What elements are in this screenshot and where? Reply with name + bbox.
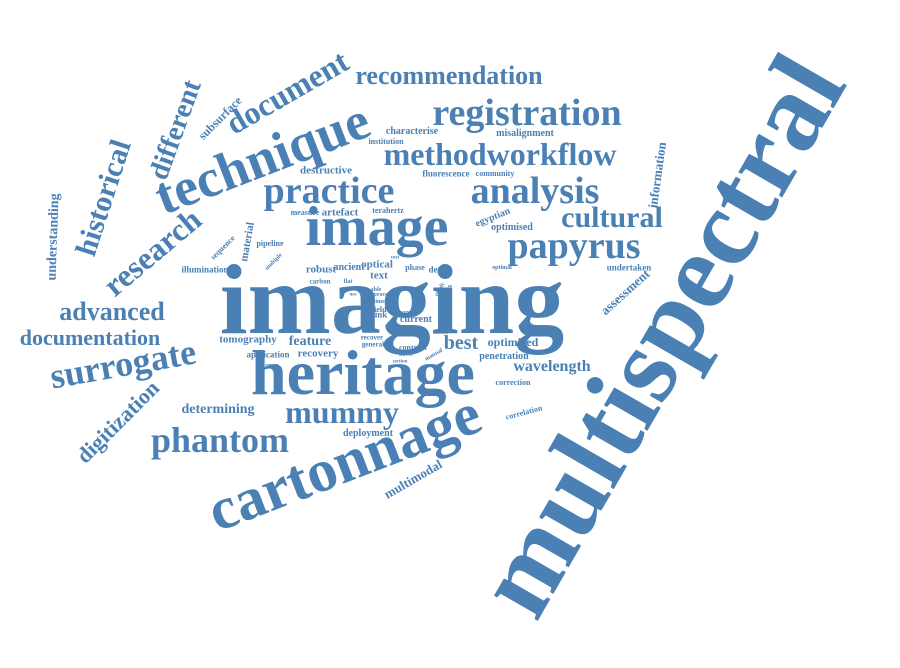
word-deployment: deployment	[343, 428, 393, 439]
word-tomography: tomography	[219, 333, 277, 346]
word-papyrus: papyrus	[507, 225, 641, 267]
word-robust: robust	[305, 263, 337, 276]
word-information: information	[644, 141, 670, 209]
word-ancient: ancient	[333, 262, 365, 273]
word-general: general	[361, 340, 385, 349]
word-pipeline: pipeline	[256, 239, 284, 248]
word-ink: ink	[374, 309, 388, 320]
word-recover: recover	[360, 333, 384, 342]
word-imaging: imaging	[219, 244, 565, 355]
word-correlation: correlation	[504, 403, 544, 422]
word-registration: registration	[432, 92, 622, 134]
word-institution: institution	[368, 137, 404, 146]
word-sector: sector	[433, 330, 449, 336]
word-destructive: destructive	[300, 164, 352, 177]
word-flat: flat	[343, 279, 353, 285]
word-change: change	[257, 361, 279, 370]
word-optimized: optimized	[487, 335, 539, 349]
word-terahertz: terahertz	[372, 206, 404, 215]
word-field: field	[371, 305, 387, 314]
word-heritage: heritage	[251, 337, 475, 408]
word-wavelength: wavelength	[513, 358, 591, 375]
word-current: current	[399, 314, 433, 325]
word-time: time	[373, 299, 385, 305]
word-methodworkflow: methodworkflow	[383, 136, 617, 172]
word-use: use	[349, 292, 357, 298]
word-artefact: artefact	[321, 206, 359, 219]
word-phantom: phantom	[150, 420, 290, 460]
word-more: more	[397, 310, 411, 316]
word-optimised: optimised	[491, 222, 533, 233]
word-analysis: analysis	[470, 170, 600, 212]
word-affect: affect	[339, 287, 351, 293]
word-fluorescence: fluorescence	[422, 168, 470, 179]
word-historical: historical	[69, 135, 138, 261]
word-detect: detect	[428, 264, 452, 275]
word-penetration: penetration	[479, 351, 529, 362]
word-advanced: advanced	[59, 297, 165, 326]
word-cost: cost	[390, 255, 400, 261]
word-recovery: recovery	[297, 347, 339, 360]
word-text: text	[370, 269, 388, 282]
word-optimal: optimal	[492, 265, 512, 271]
word-phase: phase	[405, 263, 425, 272]
word-novel: novel	[399, 352, 413, 358]
word-able: able	[370, 287, 382, 293]
word-misalignment: misalignment	[496, 128, 554, 139]
word-optical: optical	[361, 258, 393, 271]
word-section: section	[392, 359, 408, 365]
word-community: community	[475, 169, 515, 178]
word-image: image	[305, 196, 449, 258]
word-correction: correction	[495, 378, 531, 387]
word-documentation: documentation	[19, 325, 161, 350]
word-feature: feature	[288, 334, 332, 349]
word-understanding: understanding	[44, 193, 63, 281]
word-mummy: mummy	[285, 394, 399, 430]
word-practice: practice	[263, 170, 395, 212]
word-recommendation: recommendation	[355, 61, 543, 90]
word-best: best	[443, 332, 479, 354]
word-contrast: contrast	[399, 343, 427, 352]
word-carbon: carbon	[309, 277, 331, 286]
word-application: application	[246, 349, 290, 360]
word-determining: determining	[181, 402, 255, 417]
word-measure: measure	[290, 208, 320, 217]
word-characterise: characterise	[385, 126, 439, 137]
word-process: process	[373, 292, 393, 298]
word-illumination: illumination	[181, 264, 229, 275]
word-cultural: cultural	[561, 201, 663, 234]
word-undertaken: undertaken	[606, 262, 652, 273]
